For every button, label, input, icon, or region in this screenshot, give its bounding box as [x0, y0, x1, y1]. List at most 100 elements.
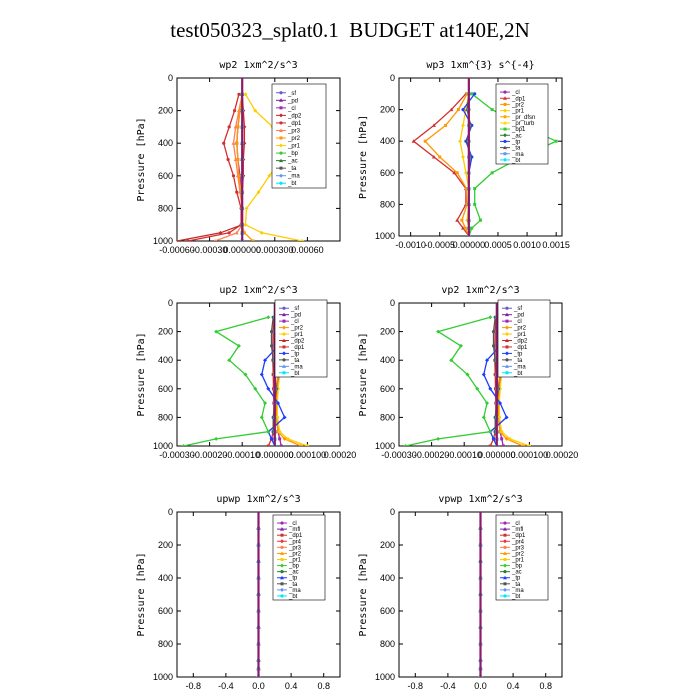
- x-tick-label: -0.8: [186, 681, 202, 691]
- data-point-bp: [263, 401, 268, 406]
- data-point-tp: [485, 358, 490, 363]
- data-point-bp: [214, 329, 219, 334]
- data-point-bp1: [554, 139, 558, 143]
- data-point-bp: [475, 386, 480, 391]
- legend-marker: [280, 539, 284, 544]
- legend-label: _bt: [287, 181, 297, 187]
- x-tick-label: -0.8: [408, 681, 424, 691]
- data-point-pr1: [461, 123, 466, 128]
- legend-label: _mfl: [511, 527, 523, 533]
- series-group: [177, 78, 304, 241]
- data-point-pr2: [298, 444, 303, 446]
- legend-marker: [503, 133, 507, 138]
- data-point-pr2: [460, 218, 464, 222]
- data-point-bp: [449, 358, 454, 363]
- data-point-pr1: [267, 173, 272, 178]
- data-point-tp: [259, 372, 264, 377]
- data-point-bp: [458, 343, 463, 348]
- x-tick-label: 0.00020: [546, 450, 579, 460]
- legend-marker: [503, 108, 507, 113]
- legend-label: _ta: [290, 358, 300, 364]
- data-point-bp: [436, 436, 441, 441]
- legend-label: _pr2: [287, 136, 301, 142]
- chart-panel-5: upwp 1xm^2/s^3 Pressure [hPa] 0 200 400 600 80…: [136, 494, 341, 691]
- x-tick-label: 0.000000: [256, 450, 294, 460]
- data-point-bp1: [490, 171, 494, 175]
- legend-marker: [279, 181, 283, 185]
- data-point-bp1: [473, 187, 477, 191]
- legend-label: _pr4: [288, 539, 302, 545]
- y-tick-label: 0: [168, 73, 173, 83]
- legend-marker: [503, 102, 507, 106]
- data-point-bp: [488, 429, 493, 434]
- legend-marker: [505, 338, 509, 342]
- series-line-bp: [183, 316, 270, 446]
- legend-label: _sf: [290, 306, 299, 312]
- legend-marker: [280, 558, 284, 561]
- chart-panel-3: up2 1xm^2/s^3 Pressure [hPa] 0 200 400 600 800…: [136, 285, 356, 460]
- data-point-bp: [266, 315, 271, 320]
- legend-marker: [282, 332, 286, 336]
- legend-label: _dp1: [511, 533, 526, 539]
- x-tick-label: -0.00030: [192, 245, 228, 255]
- series-group: [478, 512, 483, 677]
- data-point-dp1: [271, 330, 275, 334]
- legend-label: _ac: [511, 570, 522, 576]
- legend-label: _pr2: [511, 551, 525, 557]
- legend-marker: [280, 551, 284, 555]
- legend-label: _pr1: [290, 332, 304, 338]
- data-point-bp1: [490, 108, 494, 112]
- legend-label: _dp1: [288, 533, 303, 539]
- legend-marker: [505, 319, 509, 323]
- data-point-pr2: [438, 155, 442, 159]
- data-point-pr2: [282, 436, 287, 441]
- y-tick-label: 800: [380, 639, 395, 649]
- legend-marker: [503, 527, 507, 531]
- data-point-ta: [269, 330, 274, 334]
- legend-label: _bt: [290, 371, 300, 377]
- legend-marker: [503, 145, 507, 150]
- data-point-pr2: [251, 239, 255, 241]
- y-tick-label: 200: [380, 105, 395, 115]
- data-point-bp: [403, 444, 408, 446]
- legend-marker: [503, 545, 507, 549]
- x-tick-label: -0.00010: [446, 450, 482, 460]
- legend-marker: [280, 587, 284, 592]
- chart-panel-6: vpwp 1xm^2/s^3 Pressure [hPa] 0 200 400 600 80…: [358, 494, 563, 691]
- legend-marker: [503, 594, 507, 598]
- y-tick-label: 400: [380, 355, 395, 365]
- legend-label: _ma: [511, 152, 524, 158]
- y-tick-label: 400: [158, 573, 173, 583]
- legend-label: _pr4: [511, 539, 525, 545]
- data-point-pr2: [237, 174, 241, 178]
- legend-label: _bp: [511, 564, 523, 570]
- legend-label: _ma: [287, 174, 300, 180]
- data-point-dp1: [431, 123, 436, 127]
- legend-marker: [280, 527, 284, 531]
- x-tick-label: -0.00020: [414, 450, 450, 460]
- y-tick-label: 0: [168, 507, 173, 517]
- y-tick-label: 800: [158, 203, 173, 213]
- data-point-dp1: [493, 373, 497, 376]
- legend-label: _bt: [511, 594, 521, 600]
- legend-label: _pr1: [288, 558, 302, 564]
- legend-label: _pr3: [511, 545, 525, 551]
- legend-marker: [282, 371, 286, 375]
- data-point-bp: [436, 329, 441, 334]
- data-point-pr1: [243, 92, 248, 97]
- legend-label: _tp: [513, 351, 523, 357]
- legend-label: _dp1: [513, 345, 528, 351]
- legend-label: _cl: [290, 319, 299, 325]
- legend-marker: [503, 551, 507, 555]
- data-point-pr1: [500, 430, 504, 434]
- chart-panel-4: vp2 1xm^2/s^3 Pressure [hPa] 0 200 400 600 800…: [358, 285, 578, 460]
- data-point-tp: [491, 436, 496, 441]
- legend-label: _dp1: [511, 96, 526, 102]
- chart-title: wp3 1xm^{3} s^{-4}: [426, 60, 534, 71]
- data-point-tp: [263, 358, 268, 363]
- data-point-cl: [279, 444, 283, 446]
- x-tick-label: 0.000000: [478, 450, 516, 460]
- data-point-pr1: [278, 430, 282, 434]
- legend-label: _ma: [288, 588, 301, 594]
- data-point-bp: [181, 444, 186, 446]
